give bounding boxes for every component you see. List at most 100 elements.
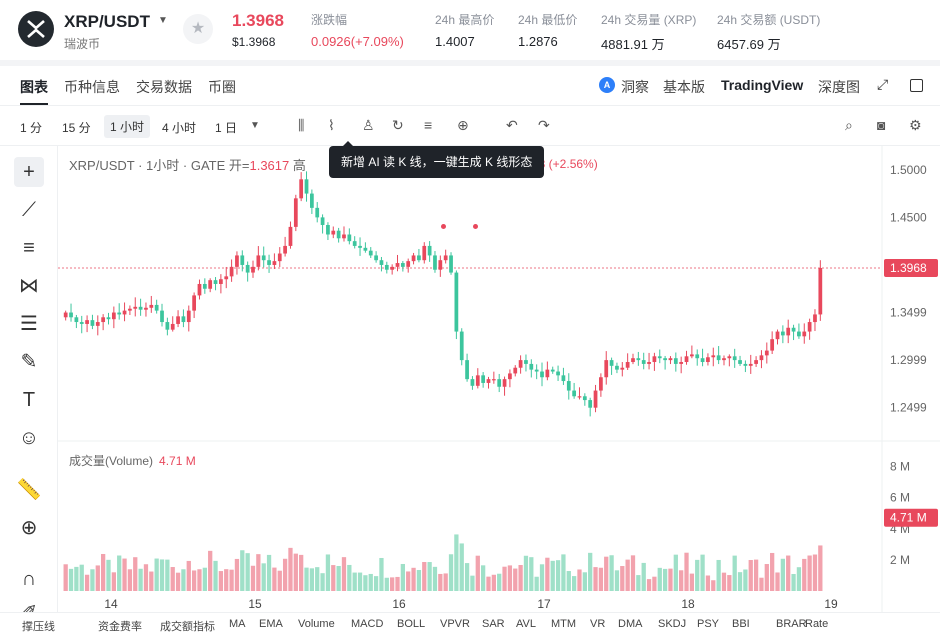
price-tick-label: 1.4500 [890,210,927,224]
candle-body [534,369,539,372]
settings-gear-icon[interactable]: ⚙ [909,117,922,133]
candle-body [293,198,298,227]
indicator-4[interactable]: EMA [259,618,283,630]
indicator-8[interactable]: VPVR [440,618,470,630]
tab-community[interactable]: 币圈 [208,79,236,95]
indicator-7[interactable]: BOLL [397,618,426,630]
pattern-icon[interactable]: ⋈ [19,275,39,297]
candle-body [299,179,304,199]
candle-type-icon[interactable]: ⫼ [298,117,305,133]
interval-1h[interactable]: 1 小时 [104,115,151,138]
volume-legend-label: 成交量(Volume) [69,454,154,468]
volume-bar [459,543,464,591]
magnet-icon[interactable]: ∩ [21,568,37,590]
fib-icon[interactable]: ☰ [20,313,38,335]
stat-turnover: 24h 交易额 (USDT) 6457.69 万 [717,11,820,53]
trend-line-icon[interactable]: ⟋ [22,199,36,221]
indicator-14[interactable]: SKDJ [658,618,687,630]
ai-kline-icon[interactable]: ≡ [424,117,433,133]
candle-body [165,322,170,330]
price-tick-label: 1.2499 [890,401,927,415]
indicator-15[interactable]: PSY [697,618,720,630]
volume-bar [127,569,133,591]
tab-depth[interactable]: 深度图 [818,79,860,95]
candle-body [738,360,742,364]
interval-4h[interactable]: 4 小时 [162,121,197,135]
candle-body [609,360,614,366]
indicator-12[interactable]: VR [590,618,606,630]
camera-icon[interactable]: ◙ [877,117,886,133]
indicator-18[interactable]: Rate [805,618,829,630]
volume-tick-label: 8 M [890,460,910,474]
indicator-9[interactable]: SAR [482,618,505,630]
volume-bar [68,568,74,591]
add-icon[interactable]: ⊕ [457,117,469,133]
pair-dropdown-icon[interactable]: ▼ [158,15,168,26]
time-axis-label: 15 [248,597,262,611]
emoji-icon[interactable]: ☺ [18,427,40,449]
interval-1m[interactable]: 1 分 [20,121,43,135]
indicator-10[interactable]: AVL [516,618,536,630]
volume-bar [775,572,780,591]
pair-name[interactable]: XRP/USDT [64,12,150,31]
indicator-1[interactable]: 资金费率 [98,621,142,633]
candle-body [695,354,700,359]
volume-bar [523,555,529,591]
candle-body [197,283,202,296]
horizontal-lines-icon[interactable]: ≡ [23,237,35,259]
interval-15m[interactable]: 15 分 [62,121,91,135]
candle-body [154,304,159,311]
candle-body [433,255,437,270]
tab-basic[interactable]: 基本版 [663,79,705,95]
volume-bar [272,567,277,591]
candle-body [363,247,368,251]
indicator-5[interactable]: Volume [298,618,335,630]
interval-1d[interactable]: 1 日 [215,121,238,135]
indicator-3[interactable]: MA [229,618,246,630]
price-chart[interactable]: 1.5000 1.4500 1.3499 1.2999 1.2499 1.3968 8 M 6… [58,146,940,612]
tab-chart[interactable]: 图表 [20,79,48,105]
window-icon[interactable] [910,79,923,92]
candle-body [759,355,764,361]
zoom-in-icon[interactable]: ⊕ [20,517,38,539]
candle-body [475,375,480,386]
indicators-icon[interactable]: ⌇ [328,117,335,133]
tab-insight[interactable]: 洞察 [621,79,649,95]
brush-icon[interactable]: ✎ [20,351,38,373]
crosshair-icon[interactable]: + [14,157,44,187]
indicator-0[interactable]: 撑压线 [22,621,55,633]
redo-icon[interactable]: ↷ [538,117,550,133]
candle-body [449,255,453,273]
indicator-13[interactable]: DMA [618,618,643,630]
indicator-11[interactable]: MTM [551,618,577,630]
tab-tradingview[interactable]: TradingView [721,77,804,93]
volume-bar [90,569,95,591]
candle-body [213,280,218,284]
candle-body [400,263,405,267]
stat-value: 4881.91 万 [601,37,665,52]
indicator-2[interactable]: 成交额指标 [160,621,215,633]
alert-bell-icon[interactable]: ♙ [362,117,375,133]
replay-icon[interactable]: ↻ [392,117,404,133]
candle-body [529,363,534,370]
volume-bar [561,554,566,591]
tab-trade-data[interactable]: 交易数据 [136,79,192,95]
candle-body [347,234,352,242]
ticker-header: XRP/USDT ▼ 瑞波币 ★ 1.3968 $1.3968 涨跌幅 0.09… [0,0,940,62]
undo-icon[interactable]: ↶ [506,117,518,133]
favorite-star-icon[interactable]: ★ [183,14,213,44]
text-tool-icon[interactable]: T [22,389,36,411]
candle-body [497,379,502,387]
volume-bar [309,568,315,591]
candle-body [304,179,309,194]
indicator-16[interactable]: BBI [732,618,750,630]
interval-dropdown-icon[interactable]: ▼ [250,120,260,131]
indicator-6[interactable]: MACD [351,618,384,630]
volume-bar [802,558,807,591]
search-icon[interactable]: ⌕ [845,117,853,133]
tab-coin-info[interactable]: 币种信息 [64,79,120,95]
indicator-17[interactable]: BRAR [776,618,807,630]
ai-insight-icon[interactable]: A [599,77,615,93]
ruler-icon[interactable]: 📏 [16,479,42,501]
expand-icon[interactable]: ⤢ [877,76,889,92]
